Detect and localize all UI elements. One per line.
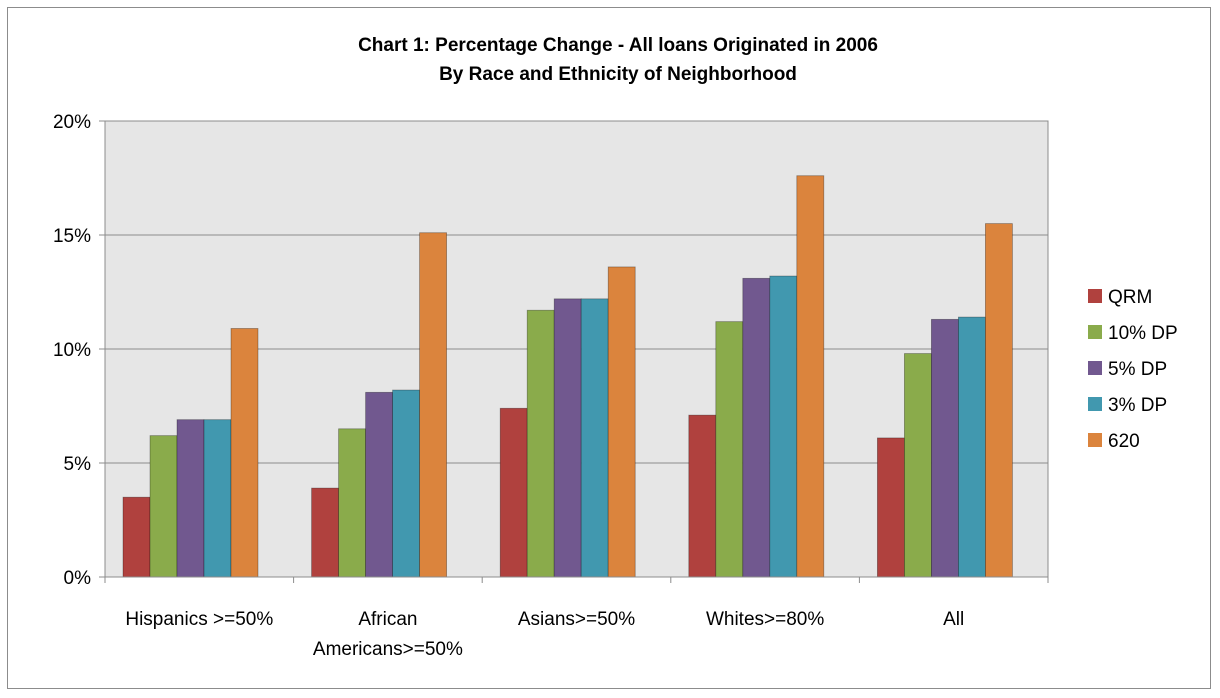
bar-620 xyxy=(230,328,259,578)
x-category-label: All xyxy=(943,609,964,630)
y-tick-label: 0% xyxy=(64,568,92,589)
y-tick-label: 15% xyxy=(53,226,91,247)
x-category-label: Hispanics >=50% xyxy=(125,609,273,630)
legend-label: 3% DP xyxy=(1108,395,1167,416)
legend-label: 5% DP xyxy=(1108,359,1167,380)
bar-3-dp xyxy=(769,275,798,578)
bar-3-dp xyxy=(958,316,986,578)
y-tick-label: 5% xyxy=(64,454,92,475)
x-axis-labels: Hispanics >=50% African Americans>=50% Asia… xyxy=(104,577,1049,660)
bar-qrm xyxy=(688,414,717,578)
legend-swatch xyxy=(1088,289,1102,303)
bar-5-dp xyxy=(742,277,771,578)
legend-swatch xyxy=(1088,433,1102,447)
legend-swatch xyxy=(1088,361,1102,375)
bar-10-dp xyxy=(715,321,744,578)
bar-620 xyxy=(607,266,636,578)
bar-qrm xyxy=(122,496,151,578)
bar-620 xyxy=(419,232,448,578)
x-category-label: African xyxy=(358,609,417,630)
bar-qrm xyxy=(877,437,905,578)
bar-10-dp xyxy=(904,353,932,578)
bar-3-dp xyxy=(203,419,232,578)
legend-swatch xyxy=(1088,397,1102,411)
bar-qrm xyxy=(499,407,528,578)
x-category-label: Whites>=80% xyxy=(706,609,824,630)
bar-10-dp xyxy=(526,309,555,578)
legend-label: 620 xyxy=(1108,431,1140,452)
bar-10-dp xyxy=(149,435,178,578)
bar-5-dp xyxy=(553,298,582,578)
bar-5-dp xyxy=(365,391,394,578)
x-category-label: Americans>=50% xyxy=(313,639,463,660)
bar-5-dp xyxy=(176,419,205,578)
bars xyxy=(122,175,1013,578)
legend-label: 10% DP xyxy=(1108,323,1178,344)
y-tick-label: 10% xyxy=(53,340,91,361)
bar-620 xyxy=(985,223,1013,578)
chart-title-line-1: Chart 1: Percentage Change - All loans O… xyxy=(358,35,878,56)
bar-10-dp xyxy=(338,428,367,578)
legend: QRM 10% DP 5% DP 3% DP 620 xyxy=(1088,287,1178,452)
bar-qrm xyxy=(311,487,340,578)
x-category-label: Asians>=50% xyxy=(518,609,635,630)
chart-title-line-2: By Race and Ethnicity of Neighborhood xyxy=(439,64,797,85)
bar-3-dp xyxy=(392,389,421,578)
bar-5-dp xyxy=(931,318,959,578)
legend-label: QRM xyxy=(1108,287,1152,308)
y-tick-label: 20% xyxy=(53,112,91,133)
bar-3-dp xyxy=(580,298,609,578)
legend-swatch xyxy=(1088,325,1102,339)
bar-620 xyxy=(796,175,825,578)
y-axis-ticks: 0% 5% 10% 15% 20% xyxy=(53,112,91,589)
